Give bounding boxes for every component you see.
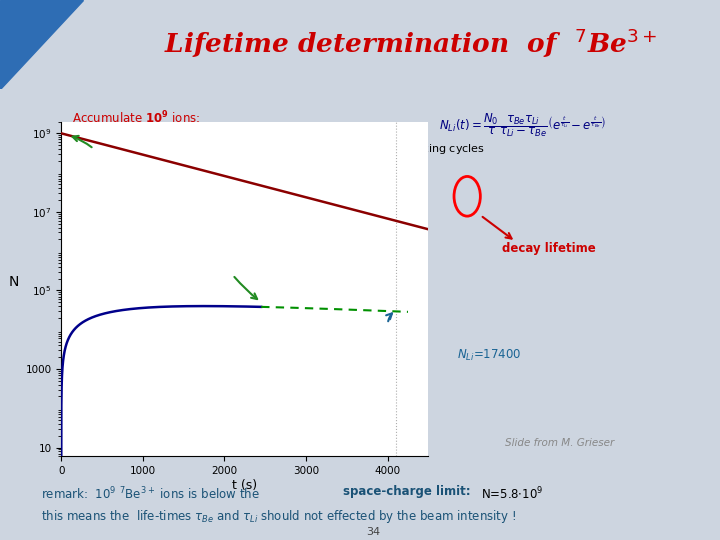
- Text: $N_{Li}(t)=\dfrac{N_0}{\tau}\dfrac{\tau_{Be}\tau_{Li}}{\tau_{Li}-\tau_{Be}}\left: $N_{Li}(t)=\dfrac{N_0}{\tau}\dfrac{\tau_…: [439, 111, 607, 139]
- Text: space-charge limit:: space-charge limit:: [343, 485, 470, 498]
- Text: $N_{Li}$=17400: $N_{Li}$=17400: [456, 348, 521, 362]
- Text: $10^8$ ions injected with  multi turn injection  and $\mathbf{10}$ ECOOL stackin: $10^8$ ions injected with multi turn inj…: [73, 140, 485, 158]
- Text: decay lifetime: decay lifetime: [502, 242, 595, 255]
- Y-axis label: N: N: [9, 275, 19, 289]
- Text: filling time $\approx$ 30 s: filling time $\approx$ 30 s: [73, 170, 177, 184]
- Text: remark:  $10^9$ $^7$Be$^{3+}$ ions is below the: remark: $10^9$ $^7$Be$^{3+}$ ions is bel…: [41, 485, 261, 502]
- X-axis label: t (s): t (s): [233, 479, 257, 492]
- Text: Lifetime determination  of  $^7$Be$^{3+}$: Lifetime determination of $^7$Be$^{3+}$: [163, 26, 657, 59]
- Text: $^7$Be$^{3+}$ ions: $^7$Be$^{3+}$ ions: [294, 381, 360, 398]
- Text: N=5.8$\cdot$10$^9$: N=5.8$\cdot$10$^9$: [481, 485, 544, 502]
- Text: 34: 34: [366, 527, 381, 537]
- Text: which has to be measured: which has to be measured: [190, 272, 338, 282]
- Text: Slide from M. Grieser: Slide from M. Grieser: [505, 438, 615, 448]
- Text: $10^9$ injected $^7$Be$^{3+}$ ions: $10^9$ injected $^7$Be$^{3+}$ ions: [79, 200, 220, 220]
- Text: Accumulate $\mathbf{10^9}$ ions:: Accumulate $\mathbf{10^9}$ ions:: [73, 109, 201, 126]
- Text: number of $^7$Be$^{3+}$ and $^7$Li$^{3+}$: number of $^7$Be$^{3+}$ and $^7$Li$^{3+}…: [190, 244, 343, 260]
- Text: $^7$Li$^{3+}$ ions: $^7$Li$^{3+}$ ions: [100, 315, 161, 332]
- Polygon shape: [0, 0, 83, 89]
- Text: this means the  life-times $\tau_{Be}$ and $\tau_{Li}$ should not effected by th: this means the life-times $\tau_{Be}$ an…: [41, 508, 516, 525]
